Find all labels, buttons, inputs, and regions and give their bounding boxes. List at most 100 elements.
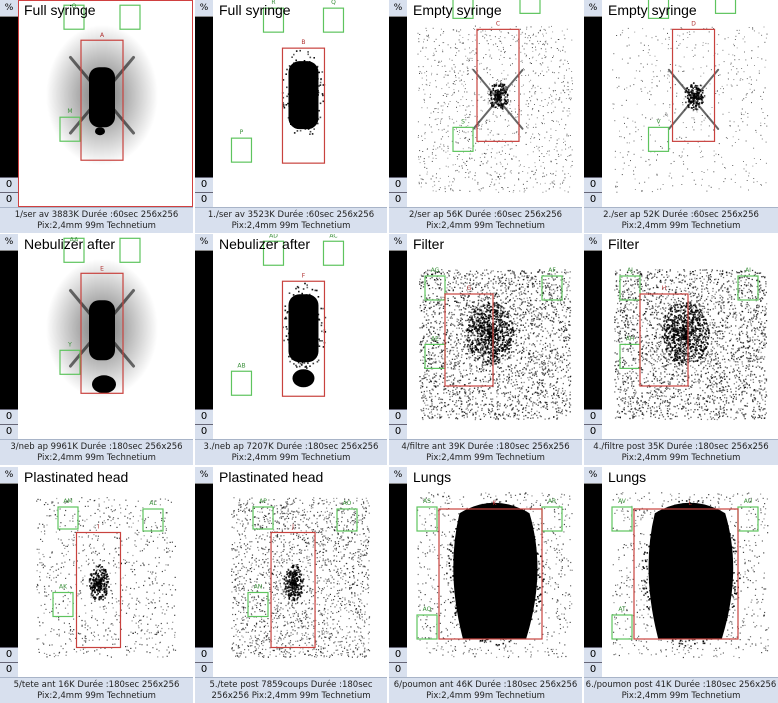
scan-image[interactable]: R Q P B Full syringe	[213, 0, 387, 207]
scan-panel[interactable]: % 0 0 R Q P B Full syringe 1./ser av 3523K Durée…	[195, 0, 387, 233]
roi-box-o	[63, 4, 85, 30]
roi-label: AD	[269, 234, 278, 239]
roi-label: V	[656, 118, 661, 125]
scan-panel[interactable]: % 0 0 AS AR AQ K Lungs 6/poumon ant 46K Durée :1…	[389, 467, 582, 703]
roi-label: Y	[67, 341, 72, 348]
roi-box-ab	[230, 370, 253, 396]
panel-sidebar: % 0 0	[195, 0, 213, 207]
scan-image[interactable]: AM AL AK I Plastinated head	[18, 467, 193, 677]
activity-blob	[281, 49, 326, 135]
zero-value-bottom: 0	[584, 424, 602, 439]
scan-image[interactable]: AS AR AQ K Lungs	[407, 467, 582, 677]
percent-button[interactable]: %	[389, 234, 407, 251]
scan-panel[interactable]: % 0 0 AJ AI AH H Filter 4./filtre post 35K Durée…	[584, 234, 778, 465]
percent-button[interactable]: %	[0, 234, 18, 251]
percent-button[interactable]: %	[584, 467, 602, 484]
noise-speckle	[419, 269, 572, 421]
scan-panel[interactable]: % 00 AA Z Y E Nebulizer after 3/neb ap 9961K Du…	[0, 234, 193, 465]
scan-canvas: AP AO AN J	[231, 497, 371, 658]
roi-box-f	[281, 280, 326, 397]
zero-value-top: 0	[584, 647, 602, 662]
zero-value-top: 0	[584, 177, 602, 192]
roi-box-e	[80, 272, 124, 394]
roi-box-aj	[619, 275, 641, 301]
scan-image[interactable]: XWVDEmpty syringe	[602, 0, 778, 207]
noise-speckle	[612, 26, 769, 193]
roi-label: G	[467, 285, 472, 292]
panel-title: Lungs	[608, 469, 647, 485]
roi-label: L	[688, 500, 692, 507]
roi-box-al	[142, 508, 164, 532]
scan-panel[interactable]: % 0 0 AG AF AE G Filter 4/filtre ant 39K Durée :…	[389, 234, 582, 465]
scan-panel[interactable]: % 00 O N M A Full syringe 1/ser av 3883K Durée …	[0, 0, 193, 233]
reservoir-spot	[92, 375, 116, 394]
scan-image[interactable]: AP AO AN J Plastinated head	[213, 467, 387, 677]
scan-panel[interactable]: % 0 0 AD AC AB F Nebulizer after 3./neb ap 7207K…	[195, 234, 387, 465]
activity-blob	[282, 282, 327, 372]
roi-label: AK	[59, 584, 68, 591]
roi-label: D	[691, 20, 696, 27]
percent-button[interactable]: %	[195, 0, 213, 17]
roi-label: AJ	[627, 267, 633, 274]
scan-panel[interactable]: % 0 0 AV AU AT L Lungs 6./poumon post 41K Durée …	[584, 467, 778, 703]
panel-title: Empty syringe	[608, 2, 697, 18]
percent-button[interactable]: %	[0, 0, 18, 17]
scan-image[interactable]: O N M A Full syringe	[18, 0, 193, 207]
percent-button[interactable]: %	[584, 234, 602, 251]
scan-image[interactable]: UTSCEmpty syringe	[407, 0, 582, 207]
percent-button[interactable]: %	[389, 0, 407, 17]
panel-caption: 4./filtre post 35K Durée :180sec 256x256…	[584, 439, 778, 465]
roi-label: P	[240, 129, 244, 136]
scan-panel[interactable]: % 0 0 AM AL AK I Plastinated head 5/tete ant 16K…	[0, 467, 193, 703]
scan-image[interactable]: AG AF AE G Filter	[407, 234, 582, 439]
panel-caption: 4/filtre ant 39K Durée :180sec 256x256 P…	[389, 439, 582, 465]
zero-value-bottom: 0	[584, 192, 602, 207]
scan-canvas: AV AU AT L	[611, 492, 770, 659]
activity-blob	[446, 498, 545, 647]
roi-label: AP	[259, 498, 267, 505]
zero-value-bottom: 0	[584, 662, 602, 677]
panel-caption: 6./poumon post 41K Durée :180sec 256x256…	[584, 677, 778, 703]
roi-box-l	[633, 508, 739, 640]
scan-image[interactable]: AJ AI AH H Filter	[602, 234, 778, 439]
roi-box-av	[611, 506, 633, 532]
activity-blob	[684, 82, 704, 111]
panel-title: Full syringe	[219, 2, 291, 18]
scan-image[interactable]: AV AU AT L Lungs	[602, 467, 778, 677]
roi-box-a	[80, 39, 124, 161]
scan-canvas: AD AC AB F	[230, 234, 345, 397]
percent-button[interactable]: %	[195, 234, 213, 251]
panel-sidebar: % 0 0	[584, 0, 602, 207]
roi-box-u	[452, 0, 474, 19]
roi-label: I	[98, 524, 100, 531]
roi-label: J	[291, 524, 294, 531]
roi-box-j	[270, 531, 316, 649]
scan-image[interactable]: AD AC AB F Nebulizer after	[213, 234, 387, 439]
percent-button[interactable]: %	[0, 467, 18, 484]
activity-blob	[88, 565, 110, 601]
percent-button[interactable]: %	[584, 0, 602, 17]
panel-caption: 3./neb ap 7207K Durée :180sec 256x256 Pi…	[195, 439, 387, 465]
percent-button[interactable]: %	[195, 467, 213, 484]
zero-value-top: 0	[389, 177, 407, 192]
panel-title: Nebulizer after	[219, 236, 311, 252]
scan-image[interactable]: AA Z Y E Nebulizer after	[18, 234, 193, 439]
roi-box-ao	[336, 508, 358, 532]
scan-panel[interactable]: % 0 0 AP AO AN J Plastinated head 5./tete post 7…	[195, 467, 387, 703]
zero-value-top: 0	[389, 409, 407, 424]
panel-sidebar: % 0 0	[389, 467, 407, 677]
roi-box-aq	[416, 614, 438, 640]
scan-canvas: AS AR AQ K	[416, 492, 573, 659]
roi-label: A	[100, 32, 105, 39]
roi-label: AA	[70, 236, 79, 243]
roi-box-n	[119, 4, 141, 30]
panel-caption: 2/ser ap 56K Durée :60sec 256x256 Pix:2,…	[389, 207, 582, 233]
panel-caption: 3/neb ap 9961K Durée :180sec 256x256 Pix…	[0, 439, 193, 465]
roi-label: AS	[423, 498, 431, 505]
roi-label: N	[128, 0, 133, 2]
roi-label: AI	[745, 267, 751, 274]
roi-box-c	[476, 28, 520, 142]
percent-button[interactable]: %	[389, 467, 407, 484]
